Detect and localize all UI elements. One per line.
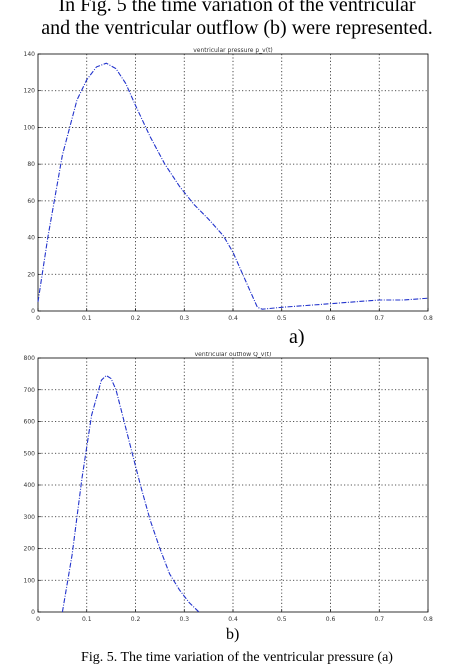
x-tick-label: 0.3: [179, 616, 189, 623]
x-tick-label: 0.5: [277, 315, 287, 322]
y-tick-label: 600: [24, 419, 36, 426]
data-line: [61, 374, 200, 613]
x-tick-label: 0: [36, 315, 40, 322]
y-tick-label: 700: [24, 387, 36, 394]
x-tick-label: 0.1: [82, 616, 92, 623]
x-tick-label: 0.6: [326, 315, 336, 322]
y-tick-label: 20: [27, 271, 35, 278]
data-line: [37, 62, 429, 310]
figure-b-ventricular-outflow: 0 0.1 0.2 0.3 0.4 0.5 0.6 0.7 0.8 0 100 200 300 400 50…: [24, 352, 433, 623]
x-tick-label: 0.5: [277, 616, 287, 623]
y-tick-label: 0: [31, 609, 35, 616]
x-tick-label: 0.8: [423, 616, 433, 623]
y-tick-label: 0: [31, 308, 35, 315]
y-tick-label: 300: [24, 514, 36, 521]
x-tick-label: 0.2: [131, 315, 141, 322]
figure-b-label: b): [226, 626, 240, 643]
x-tick-label: 0.4: [228, 315, 238, 322]
x-tick-label: 0.1: [82, 315, 92, 322]
y-tick-label: 140: [24, 51, 36, 58]
intro-text-line-1: In Fig. 5 the time variation of the vent…: [58, 0, 416, 16]
plot-title: ventricular outflow Q_v(t): [195, 352, 272, 358]
x-tick-label: 0: [36, 616, 40, 623]
x-tick-label: 0.8: [423, 315, 433, 322]
y-tick-label: 800: [24, 355, 36, 362]
x-tick-label: 0.6: [326, 616, 336, 623]
y-tick-label: 40: [27, 235, 35, 242]
y-tick-label: 400: [24, 482, 36, 489]
figure-a-ventricular-pressure: 0 0.1 0.2 0.3 0.4 0.5 0.6 0.7 0.8 0 20 40 60 80 100 120…: [24, 47, 433, 322]
x-tick-label: 0.3: [179, 315, 189, 322]
x-tick-label: 0.4: [228, 616, 238, 623]
x-tick-label: 0.7: [374, 616, 384, 623]
figure-caption: Fig. 5. The time variation of the ventri…: [81, 650, 393, 665]
y-tick-label: 60: [27, 198, 35, 205]
y-tick-label: 120: [24, 88, 36, 95]
x-tick-label: 0.7: [374, 315, 384, 322]
y-tick-label: 100: [24, 124, 36, 131]
y-tick-label: 500: [24, 450, 36, 457]
y-tick-label: 200: [24, 546, 36, 553]
plot-title: ventricular pressure p_v(t): [193, 47, 273, 54]
intro-text-line-2: and the ventricular outflow (b) were rep…: [41, 17, 433, 39]
x-tick-label: 0.2: [131, 616, 141, 623]
figure-a-label: a): [289, 326, 305, 348]
y-tick-label: 100: [24, 577, 36, 584]
y-tick-label: 80: [27, 161, 35, 168]
